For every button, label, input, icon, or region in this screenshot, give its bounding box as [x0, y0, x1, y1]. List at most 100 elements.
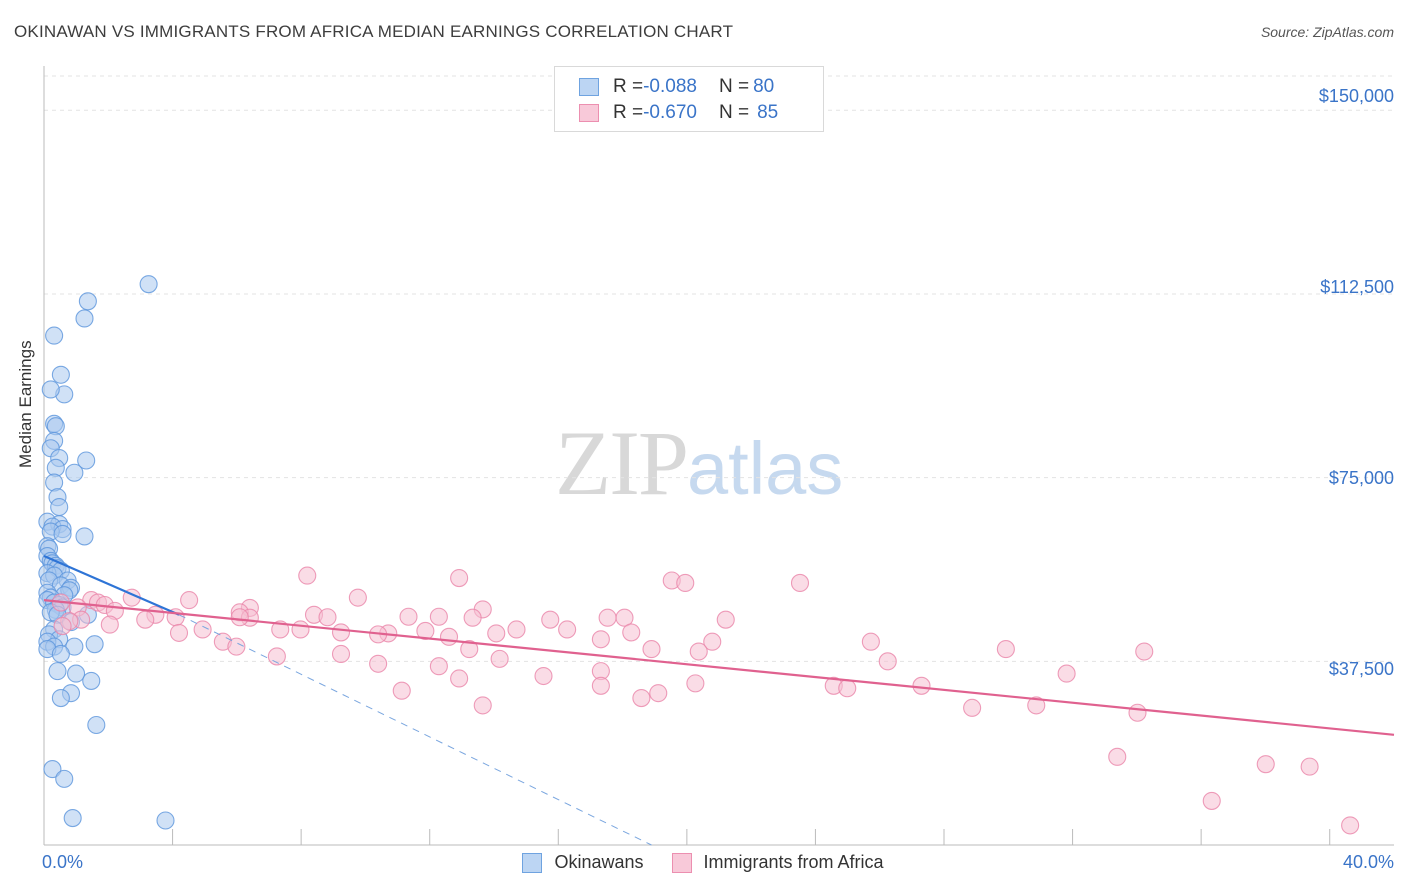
africa-point	[632, 689, 651, 708]
africa-point	[136, 610, 155, 629]
legend-row-okinawans: R = -0.088 N = 80	[579, 75, 774, 99]
africa-point	[450, 569, 469, 588]
watermark: ZIPatlas	[555, 410, 843, 516]
africa-point	[399, 607, 418, 626]
legend-swatch-okinawans	[522, 852, 543, 873]
legend-item-okinawans[interactable]: Okinawans	[522, 852, 644, 873]
y-tick-label-37500: $37,500	[1328, 659, 1394, 679]
africa-point	[1341, 816, 1360, 835]
africa-point	[689, 642, 708, 661]
africa-point	[703, 632, 722, 651]
source-label: Source: ZipAtlas.com	[1260, 24, 1394, 40]
okinawan-point	[156, 811, 175, 830]
africa-point	[591, 676, 610, 695]
africa-point	[463, 608, 482, 627]
africa-point	[416, 621, 435, 641]
y-axis-label: Median Earnings	[16, 340, 35, 468]
okinawan-point	[65, 463, 84, 482]
africa-point	[100, 615, 119, 634]
africa-point	[473, 696, 492, 715]
legend-r-label: R =	[613, 76, 644, 97]
africa-point	[429, 607, 448, 626]
okinawan-point	[48, 662, 67, 681]
series-legend: Okinawans Immigrants from Africa	[0, 852, 1406, 873]
legend-n-value: 80	[753, 76, 775, 97]
okinawan-point	[87, 715, 106, 735]
africa-point	[1128, 703, 1147, 722]
africa-point	[193, 620, 212, 639]
legend-r-label: R =	[613, 102, 644, 123]
africa-point	[460, 640, 479, 659]
africa-point	[558, 620, 577, 639]
legend-r-value: -0.670	[643, 102, 697, 123]
africa-point	[230, 608, 249, 627]
africa-point	[298, 566, 317, 585]
correlation-legend: R = -0.088 N = 80 R = -0.670 N = 85	[554, 66, 824, 132]
africa-point	[878, 652, 897, 671]
africa-point	[331, 644, 351, 664]
africa-point	[227, 637, 246, 656]
africa-point	[912, 676, 931, 695]
okinawan-point	[82, 671, 101, 690]
africa-point	[1027, 696, 1046, 715]
africa-point	[716, 610, 735, 629]
africa-point	[861, 632, 880, 651]
legend-label-okinawans: Okinawans	[554, 852, 644, 872]
africa-point	[429, 657, 448, 676]
legend-label-africa: Immigrants from Africa	[703, 852, 884, 872]
okinawan-point	[139, 275, 158, 294]
africa-point	[996, 640, 1015, 659]
legend-row-africa: R = -0.670 N = 85	[579, 101, 778, 125]
africa-point	[534, 666, 553, 686]
okinawan-point	[43, 760, 62, 779]
africa-point	[1108, 747, 1127, 766]
okinawan-point	[67, 664, 86, 683]
chart-title: OKINAWAN VS IMMIGRANTS FROM AFRICA MEDIA…	[14, 22, 734, 41]
africa-point	[392, 681, 411, 700]
africa-point	[1135, 642, 1154, 661]
okinawan-point	[51, 689, 70, 708]
legend-n-label: N =	[718, 102, 750, 123]
africa-point	[598, 608, 617, 627]
africa-point	[487, 624, 506, 643]
okinawan-point	[45, 473, 64, 492]
legend-swatch-africa	[579, 104, 599, 122]
okinawan-trend-line-dashed	[178, 614, 652, 846]
africa-point	[271, 620, 290, 639]
legend-n-label: N =	[718, 76, 750, 97]
y-tick-label-75000: $75,000	[1328, 468, 1394, 488]
x-tick-label-max: 40.0%	[1342, 852, 1394, 872]
africa-point	[1202, 791, 1221, 810]
africa-point	[348, 588, 367, 607]
africa-point	[1300, 757, 1319, 776]
africa-point	[180, 591, 199, 610]
okinawan-point	[45, 326, 64, 345]
africa-point	[615, 608, 634, 627]
africa-point	[838, 679, 857, 698]
legend-swatch-okinawans	[579, 78, 599, 96]
africa-point	[790, 573, 810, 593]
africa-point	[1256, 755, 1275, 774]
africa-point	[649, 684, 668, 703]
africa-point	[591, 630, 610, 649]
africa-point	[53, 617, 72, 636]
africa-trend-line-solid	[43, 599, 1395, 736]
okinawan-point	[85, 635, 104, 654]
okinawan-trend-line-solid	[43, 555, 180, 616]
okinawan-point	[53, 524, 72, 544]
africa-point	[169, 623, 189, 642]
africa-point	[291, 620, 310, 639]
legend-item-africa[interactable]: Immigrants from Africa	[671, 852, 884, 873]
africa-point	[450, 669, 469, 688]
africa-point	[490, 649, 509, 668]
watermark-zip: ZIP	[555, 412, 689, 514]
africa-point	[439, 627, 459, 646]
africa-point	[676, 573, 695, 593]
okinawan-point	[63, 809, 82, 828]
okinawan-point	[50, 497, 69, 517]
okinawan-point	[75, 309, 94, 328]
okinawan-point	[51, 365, 70, 384]
okinawan-point	[77, 451, 96, 470]
africa-point	[1057, 664, 1076, 683]
africa-point	[686, 674, 705, 693]
